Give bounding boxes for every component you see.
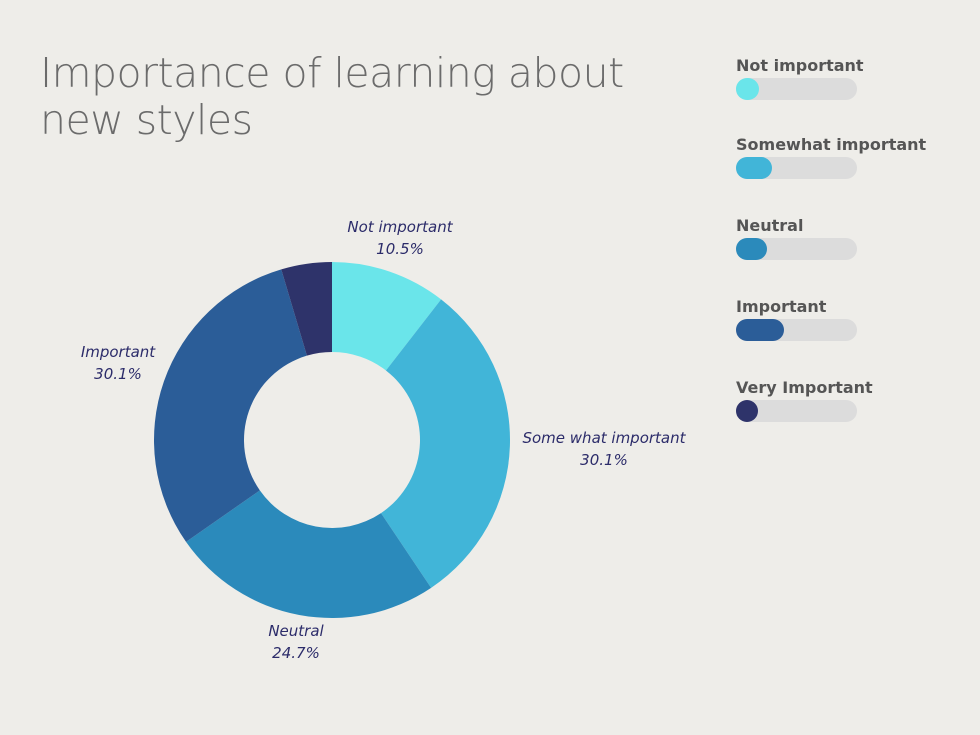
- legend-bar-track: [736, 319, 857, 341]
- slice-label: Some what important: [522, 429, 686, 447]
- legend-label: Not important: [736, 56, 864, 75]
- legend-item-neutral: Neutral: [736, 216, 976, 276]
- donut-slice-not-important: [332, 262, 442, 371]
- slice-value-label: 10.5%: [376, 240, 424, 258]
- legend-bar-track: [736, 400, 857, 422]
- legend-item-not-important: Not important: [736, 56, 976, 116]
- slice-label: Neutral: [268, 622, 324, 640]
- slice-value-label: 24.7%: [272, 644, 320, 662]
- legend-label: Neutral: [736, 216, 804, 235]
- legend-bar-fill: [736, 157, 772, 179]
- legend-bar-track: [736, 78, 857, 100]
- slice-label: Important: [81, 343, 156, 361]
- legend-bar-fill: [736, 319, 784, 341]
- donut-slice-important: [153, 269, 307, 542]
- donut-slice-somewhat-important: [381, 299, 510, 588]
- legend-label: Important: [736, 297, 827, 316]
- slice-value-label: 30.1%: [94, 365, 142, 383]
- donut-slice-very-important: [281, 262, 332, 356]
- slice-value-label: 30.1%: [580, 451, 628, 469]
- legend-label: Very Important: [736, 378, 873, 397]
- slice-label: Not important: [347, 218, 453, 236]
- legend-item-somewhat-important: Somewhat important: [736, 135, 976, 195]
- legend-item-very-important: Very Important: [736, 378, 976, 438]
- legend-item-important: Important: [736, 297, 976, 357]
- legend-label: Somewhat important: [736, 135, 927, 154]
- legend-bar-fill: [736, 78, 759, 100]
- legend-bar-fill: [736, 400, 758, 422]
- chart-title: Importance of learning about new styles: [40, 49, 624, 144]
- legend-bar-track: [736, 157, 857, 179]
- donut-slice-neutral: [186, 490, 432, 619]
- legend-bar-track: [736, 238, 857, 260]
- legend-bar-fill: [736, 238, 767, 260]
